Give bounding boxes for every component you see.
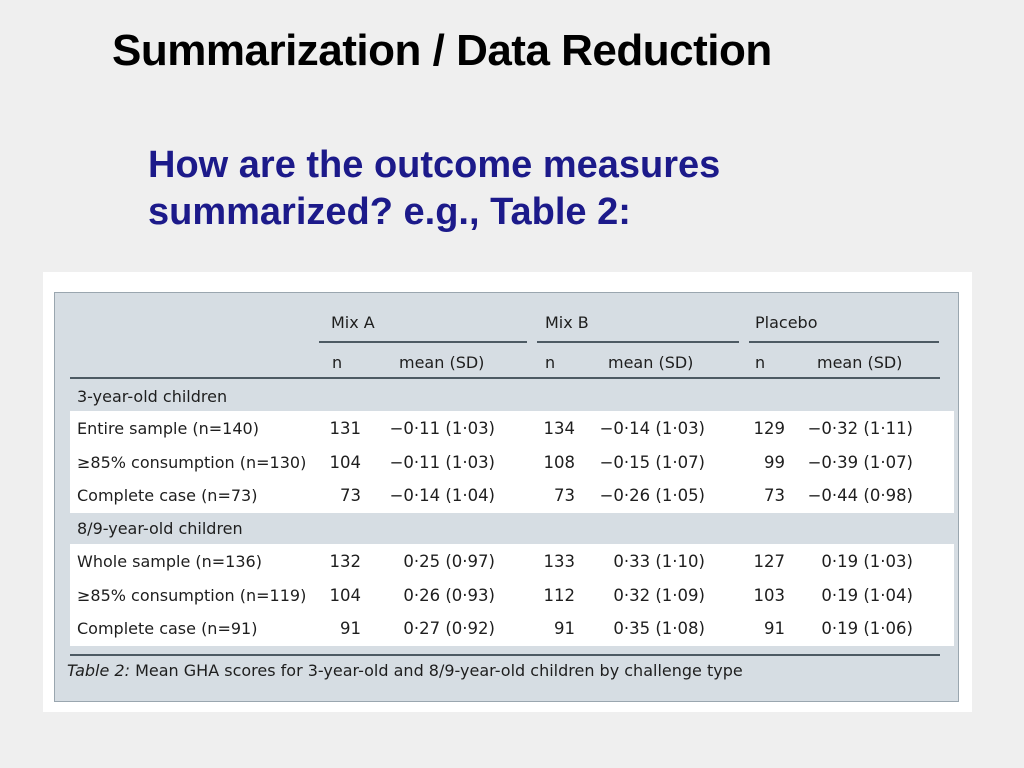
cell-mix-b-n: 91 — [554, 619, 575, 638]
row-label: Whole sample (n=136) — [77, 552, 262, 571]
cell-mix-b-mean: −0·14 (1·03) — [599, 419, 705, 438]
cell-mix-a-mean: 0·27 (0·92) — [403, 619, 495, 638]
cell-placebo-n: 129 — [753, 419, 786, 438]
cell-mix-a-n: 104 — [329, 586, 362, 605]
cell-mix-b-mean: −0·15 (1·07) — [599, 453, 705, 472]
table-figure: Mix A Mix B Placebo n mean (SD) n mean (… — [43, 272, 972, 712]
group-header-placebo: Placebo — [755, 313, 818, 332]
cell-mix-b-n: 134 — [543, 419, 576, 438]
cell-mix-a-n: 131 — [329, 419, 362, 438]
cell-mix-a-mean: −0·11 (1·03) — [389, 453, 495, 472]
subheader-mean-mix-a: mean (SD) — [399, 353, 485, 372]
row-label: ≥85% consumption (n=119) — [77, 586, 307, 605]
table-caption: Table 2: Mean GHA scores for 3-year-old … — [67, 661, 743, 680]
footer-rule — [70, 654, 940, 656]
cell-placebo-n: 99 — [764, 453, 785, 472]
cell-placebo-mean: −0·44 (0·98) — [807, 486, 913, 505]
subheader-mean-mix-b: mean (SD) — [608, 353, 694, 372]
cell-placebo-mean: 0·19 (1·03) — [821, 552, 913, 571]
cell-mix-a-n: 132 — [329, 552, 362, 571]
cell-mix-b-n: 112 — [543, 586, 576, 605]
slide-title: Summarization / Data Reduction — [112, 26, 772, 75]
cell-mix-b-n: 133 — [543, 552, 576, 571]
row-label: Complete case (n=73) — [77, 486, 258, 505]
cell-placebo-n: 103 — [753, 586, 786, 605]
row-label: Complete case (n=91) — [77, 619, 258, 638]
cell-placebo-n: 127 — [753, 552, 786, 571]
header-rule — [70, 377, 940, 379]
subheader-n-mix-a: n — [332, 353, 343, 372]
cell-mix-a-mean: −0·11 (1·03) — [389, 419, 495, 438]
section-band-8-9-year — [70, 544, 954, 646]
cell-mix-a-mean: −0·14 (1·04) — [389, 486, 495, 505]
subtitle-line-2: summarized? e.g., Table 2: — [148, 191, 631, 233]
cell-mix-b-mean: 0·35 (1·08) — [613, 619, 705, 638]
cell-placebo-mean: 0·19 (1·06) — [821, 619, 913, 638]
group-header-mix-b: Mix B — [545, 313, 589, 332]
group-rule-mix-a — [319, 341, 527, 343]
section-label-3-year: 3-year-old children — [77, 387, 228, 406]
cell-placebo-mean: 0·19 (1·04) — [821, 586, 913, 605]
caption-text: Mean GHA scores for 3-year-old and 8/9-y… — [130, 661, 743, 680]
subheader-n-placebo: n — [755, 353, 766, 372]
cell-mix-b-mean: 0·32 (1·09) — [613, 586, 705, 605]
section-label-8-9-year: 8/9-year-old children — [77, 519, 243, 538]
subheader-mean-placebo: mean (SD) — [817, 353, 903, 372]
subheader-n-mix-b: n — [545, 353, 556, 372]
caption-label: Table 2: — [67, 661, 130, 680]
section-band-3-year — [70, 411, 954, 513]
cell-mix-b-mean: 0·33 (1·10) — [613, 552, 705, 571]
group-rule-mix-b — [537, 341, 739, 343]
slide-subtitle: How are the outcome measures summarized?… — [148, 142, 720, 236]
row-label: Entire sample (n=140) — [77, 419, 259, 438]
cell-mix-b-n: 73 — [554, 486, 575, 505]
group-header-mix-a: Mix A — [331, 313, 375, 332]
cell-placebo-mean: −0·39 (1·07) — [807, 453, 913, 472]
cell-mix-a-n: 73 — [340, 486, 361, 505]
cell-mix-a-n: 104 — [329, 453, 362, 472]
cell-placebo-n: 91 — [764, 619, 785, 638]
row-label: ≥85% consumption (n=130) — [77, 453, 307, 472]
cell-mix-a-mean: 0·25 (0·97) — [403, 552, 495, 571]
group-rule-placebo — [749, 341, 939, 343]
cell-mix-a-mean: 0·26 (0·93) — [403, 586, 495, 605]
cell-mix-b-n: 108 — [543, 453, 576, 472]
cell-mix-a-n: 91 — [340, 619, 361, 638]
table-panel: Mix A Mix B Placebo n mean (SD) n mean (… — [54, 292, 959, 702]
subtitle-line-1: How are the outcome measures — [148, 144, 721, 186]
cell-placebo-mean: −0·32 (1·11) — [807, 419, 913, 438]
cell-placebo-n: 73 — [764, 486, 785, 505]
cell-mix-b-mean: −0·26 (1·05) — [599, 486, 705, 505]
